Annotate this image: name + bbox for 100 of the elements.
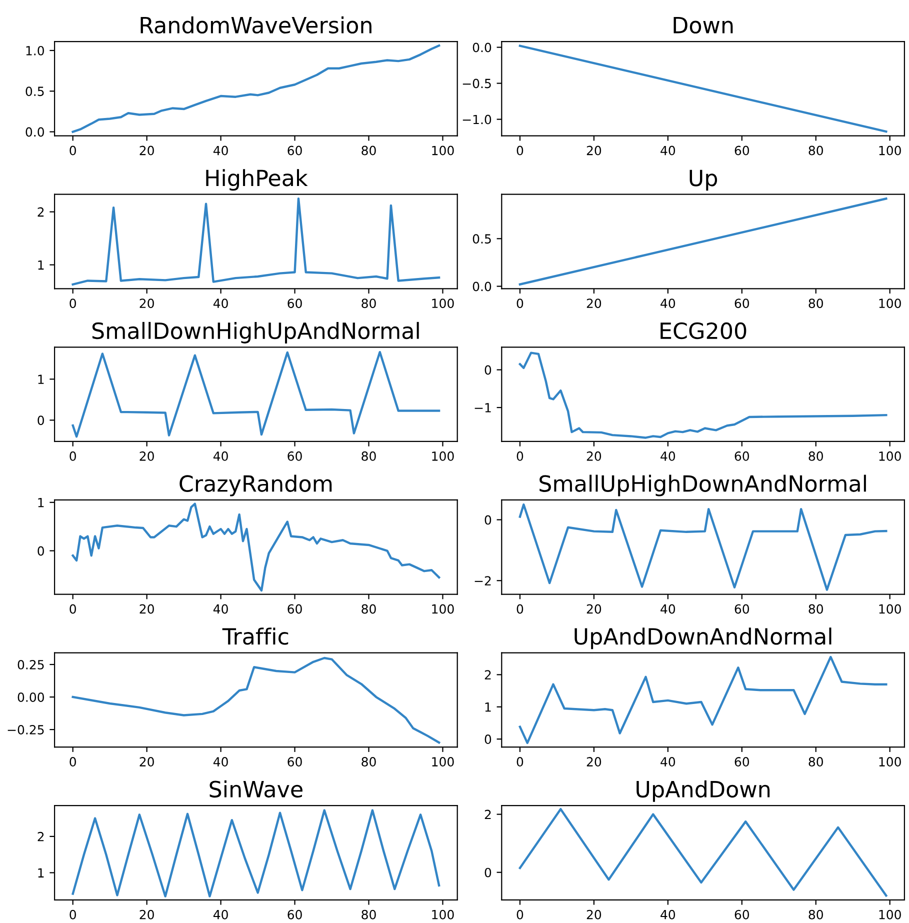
line-series [518, 503, 888, 591]
x-tick-label: 100 [432, 146, 454, 156]
y-tick-label: 1 [38, 498, 44, 508]
x-tick-label: 80 [808, 451, 823, 461]
y-tick-label: 2 [38, 832, 44, 842]
y-tick-label: 0.25 [18, 660, 44, 670]
x-tick-label: 100 [879, 757, 901, 767]
y-tick-label: 1 [38, 374, 44, 384]
x-tick-label: 0 [516, 604, 524, 614]
y-tick-label: 0 [484, 365, 492, 375]
y-tick-label: −1 [474, 403, 491, 412]
y-tick-label: 2 [484, 810, 491, 820]
chart-title: Traffic [222, 628, 288, 645]
y-tick-label: 0.0 [26, 127, 44, 137]
x-tick-label: 20 [140, 146, 154, 156]
x-tick-label: 60 [288, 146, 302, 156]
x-tick-label: 20 [140, 451, 154, 461]
chart-title: Down [674, 17, 733, 34]
line-series [72, 350, 440, 438]
x-tick-label: 100 [879, 298, 901, 308]
y-tick-label: 0 [484, 515, 492, 525]
y-tick-label: 0.00 [18, 692, 44, 702]
x-tick-label: 60 [734, 910, 750, 920]
y-tick-label: 1 [38, 260, 44, 270]
x-tick-label: 60 [734, 298, 750, 308]
y-tick-label: 0.5 [26, 86, 44, 96]
x-tick-label: 80 [362, 910, 376, 920]
x-tick-label: 0 [70, 757, 76, 767]
chart-title: HighPeak [206, 169, 308, 191]
x-tick-label: 20 [586, 910, 602, 920]
x-tick-label: 40 [213, 451, 228, 461]
x-tick-label: 0 [70, 910, 76, 920]
x-tick-label: 0 [516, 451, 524, 461]
x-tick-label: 40 [660, 757, 676, 767]
x-tick-label: 40 [660, 146, 676, 156]
x-tick-label: 20 [140, 757, 154, 767]
x-tick-label: 40 [213, 910, 228, 920]
y-tick-label: −0.25 [8, 725, 44, 734]
x-tick-label: 80 [808, 604, 823, 614]
x-tick-label: 60 [288, 910, 302, 920]
chart-title: ECG200 [660, 322, 746, 340]
x-tick-label: 20 [586, 146, 602, 156]
y-tick-label: 0 [484, 868, 492, 878]
x-tick-label: 100 [879, 910, 901, 920]
chart-title: SmallUpHighDownAndNormal [540, 474, 866, 496]
x-tick-label: 0 [516, 146, 524, 156]
x-tick-label: 0 [70, 604, 76, 614]
x-tick-label: 60 [734, 604, 750, 614]
y-tick-label: 0 [38, 416, 44, 426]
x-tick-label: 20 [586, 451, 602, 461]
x-tick-label: 0 [70, 146, 76, 156]
y-tick-label: −2 [474, 576, 491, 586]
x-tick-label: 40 [660, 604, 676, 614]
x-tick-label: 100 [432, 910, 454, 920]
x-tick-label: 40 [213, 298, 228, 308]
y-tick-label: 1.0 [26, 46, 44, 56]
x-tick-label: 40 [660, 298, 676, 308]
x-tick-label: 40 [660, 910, 676, 920]
x-tick-label: 60 [288, 604, 302, 614]
x-tick-label: 60 [288, 298, 302, 308]
line-series [518, 352, 888, 439]
x-tick-label: 40 [213, 146, 228, 156]
x-tick-label: 0 [516, 910, 524, 920]
x-tick-label: 80 [808, 146, 823, 156]
x-tick-label: 20 [140, 910, 154, 920]
y-tick-label: 0.0 [472, 42, 492, 52]
x-tick-label: 80 [808, 757, 823, 767]
x-tick-label: 60 [288, 757, 302, 767]
y-tick-label: 0 [38, 546, 44, 556]
x-tick-label: 100 [432, 604, 454, 614]
x-tick-label: 80 [808, 910, 823, 920]
x-tick-label: 80 [362, 146, 376, 156]
chart-title: RandomWaveVersion [140, 16, 372, 34]
y-tick-label: 2 [484, 670, 491, 680]
x-tick-label: 100 [879, 604, 901, 614]
line-series [518, 656, 888, 744]
x-tick-label: 100 [432, 451, 454, 461]
x-tick-label: 80 [362, 451, 376, 461]
x-tick-label: 80 [808, 298, 823, 308]
line-series [518, 808, 888, 897]
x-tick-label: 20 [586, 757, 602, 767]
x-tick-label: 60 [734, 451, 750, 461]
chart-title: UpAndDownAndNormal [574, 628, 832, 650]
x-tick-label: 60 [288, 451, 302, 461]
line-series [72, 656, 440, 744]
x-tick-label: 20 [140, 604, 154, 614]
y-tick-label: 0.0 [472, 282, 492, 292]
chart-title: CrazyRandom [180, 474, 332, 496]
line-series [72, 197, 440, 286]
x-tick-label: 60 [734, 146, 750, 156]
x-tick-label: 20 [586, 604, 602, 614]
y-tick-label: 1 [38, 868, 44, 878]
y-tick-label: 2 [38, 207, 44, 217]
x-tick-label: 40 [213, 604, 228, 614]
x-tick-label: 80 [362, 298, 376, 308]
chart-title: SinWave [210, 780, 302, 798]
x-tick-label: 100 [879, 451, 901, 461]
chart-title: Up [690, 170, 718, 191]
x-tick-label: 100 [432, 757, 454, 767]
y-tick-label: 1 [485, 702, 491, 712]
